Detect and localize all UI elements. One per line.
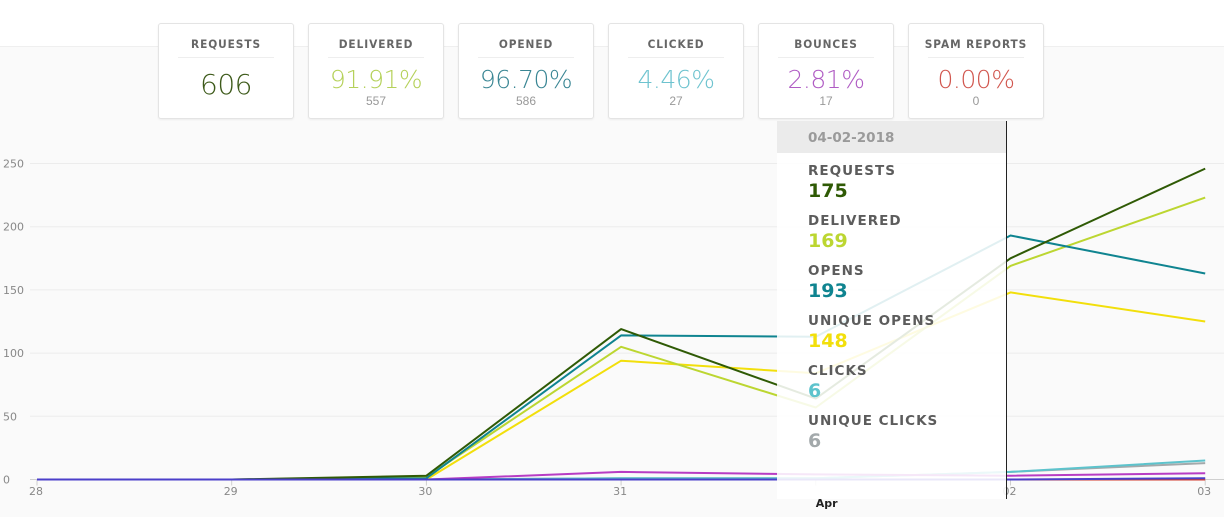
stat-count: 17 — [819, 94, 833, 108]
y-tick-label: 0 — [3, 474, 10, 487]
x-tick-label: 03 — [1197, 485, 1211, 498]
tooltip-label: DELIVERED — [808, 213, 902, 229]
stat-value: 0.00% — [937, 65, 1015, 94]
tooltip-label: OPENS — [808, 263, 865, 279]
tooltip-label: REQUESTS — [808, 163, 896, 179]
stat-label: BOUNCES — [794, 37, 858, 51]
stat-value: 606 — [200, 68, 252, 101]
stat-card-spam-reports[interactable]: SPAM REPORTS 0.00% 0 — [908, 23, 1044, 119]
stat-count: 27 — [669, 94, 683, 108]
tooltip-item-opens: OPENS 193 — [777, 263, 1006, 303]
tooltip-label: UNIQUE OPENS — [808, 313, 936, 329]
tooltip-item-requests: REQUESTS 175 — [777, 163, 1006, 203]
x-tick-label: 28 — [29, 485, 43, 498]
stat-value: 91.91% — [329, 65, 423, 94]
divider — [178, 57, 274, 58]
stat-value: 96.70% — [479, 65, 573, 94]
stat-card-delivered[interactable]: DELIVERED 91.91% 557 — [308, 23, 444, 119]
stat-card-bounces[interactable]: BOUNCES 2.81% 17 — [758, 23, 894, 119]
stat-card-opened[interactable]: OPENED 96.70% 586 — [458, 23, 594, 119]
tooltip-item-unique-clicks: UNIQUE CLICKS 6 — [777, 413, 1006, 453]
tooltip-value: 169 — [808, 230, 848, 252]
chart-tooltip: 04-02-2018 REQUESTS 175 DELIVERED 169 OP… — [777, 121, 1006, 499]
stat-label: DELIVERED — [338, 37, 414, 51]
tooltip-value: 175 — [808, 180, 848, 202]
tooltip-label: UNIQUE CLICKS — [808, 413, 939, 429]
y-tick-label: 150 — [3, 284, 24, 297]
x-tick-label: 30 — [418, 485, 432, 498]
tooltip-label: CLICKS — [808, 363, 868, 379]
series-line-opens — [37, 234, 1206, 481]
tooltip-value: 193 — [808, 280, 848, 302]
y-tick-label: 200 — [3, 221, 24, 234]
stat-label: OPENED — [498, 37, 554, 51]
divider — [628, 57, 724, 58]
stat-count: 0 — [972, 94, 980, 108]
divider — [328, 57, 424, 58]
y-tick-label: 250 — [3, 158, 24, 171]
tooltip-item-unique-opens: UNIQUE OPENS 148 — [777, 313, 1006, 353]
stat-value: 4.46% — [637, 65, 715, 94]
stat-label: CLICKED — [647, 37, 705, 51]
tooltip-value: 6 — [808, 380, 822, 402]
stat-count: 586 — [515, 94, 537, 108]
divider — [928, 57, 1024, 58]
y-tick-label: 50 — [3, 410, 17, 423]
x-tick-label: Apr — [816, 497, 838, 510]
stat-card-requests[interactable]: REQUESTS 606 — [158, 23, 294, 119]
hover-crosshair — [1006, 121, 1007, 499]
tooltip-item-delivered: DELIVERED 169 — [777, 213, 1006, 253]
tooltip-value: 148 — [808, 330, 848, 352]
series-line-requests — [37, 167, 1206, 481]
y-tick-label: 100 — [3, 347, 24, 360]
tooltip-value: 6 — [808, 430, 822, 452]
x-tick-label: 31 — [613, 485, 627, 498]
divider — [478, 57, 574, 58]
divider — [778, 57, 874, 58]
series-line-clicks — [37, 459, 1206, 481]
stat-label: REQUESTS — [190, 37, 262, 51]
tooltip-date: 04-02-2018 — [777, 121, 1006, 153]
series-line-blocks — [37, 477, 1206, 481]
stat-value: 2.81% — [787, 65, 865, 94]
stat-card-clicked[interactable]: CLICKED 4.46% 27 — [608, 23, 744, 119]
tooltip-item-clicks: CLICKS 6 — [777, 363, 1006, 403]
x-tick-label: 29 — [224, 485, 238, 498]
stat-label: SPAM REPORTS — [924, 37, 1028, 51]
series-line-unique-opens — [37, 291, 1206, 481]
stat-count: 557 — [365, 94, 387, 108]
